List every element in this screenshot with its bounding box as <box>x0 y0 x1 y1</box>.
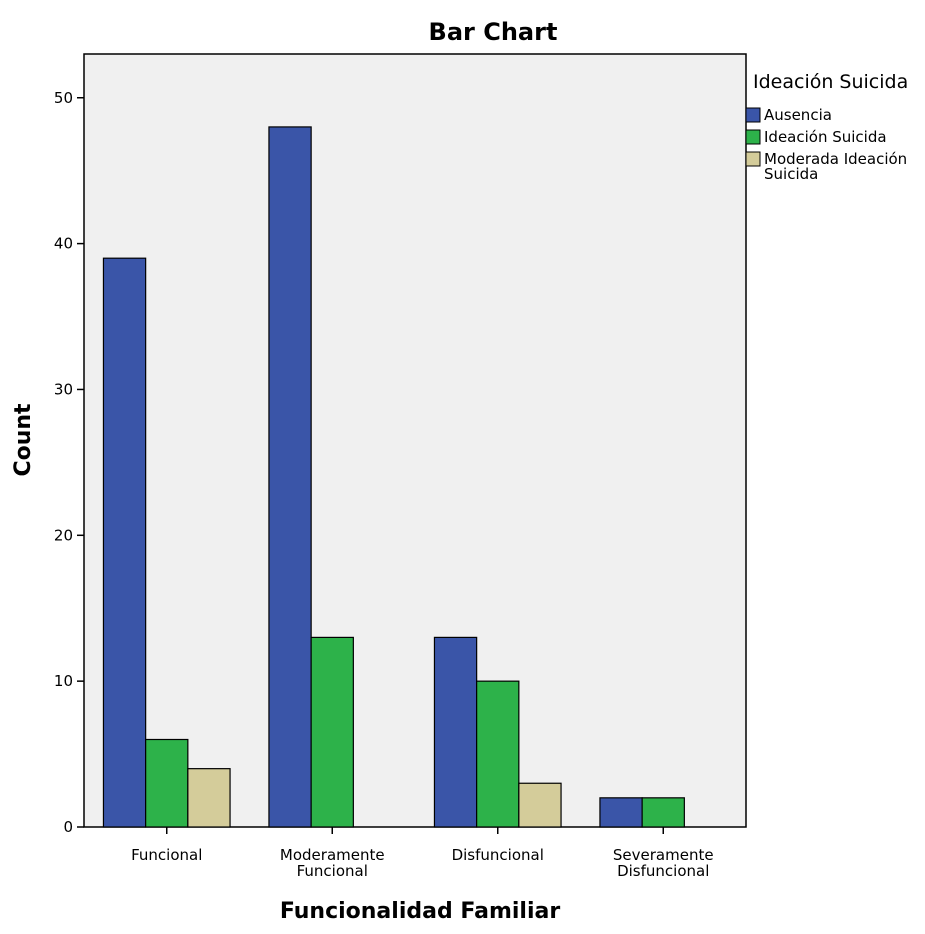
y-tick-label: 20 <box>54 526 73 544</box>
legend-label-line: Moderada Ideación <box>764 150 907 168</box>
y-tick-label: 0 <box>63 818 73 836</box>
x-tick-label: Severamente Disfuncional <box>613 846 714 880</box>
y-tick-label: 50 <box>54 89 73 107</box>
legend-label: Ausencia <box>764 106 832 124</box>
legend-label-line: Ideación Suicida <box>764 128 887 146</box>
legend-swatch <box>745 129 761 145</box>
x-axis: Funcional Moderamente FuncionalDisfunciona… <box>131 827 714 880</box>
bar <box>268 126 312 828</box>
y-tick-label: 10 <box>54 672 73 690</box>
x-tick-label-line: Severamente <box>613 846 714 864</box>
x-tick-label: Disfuncional <box>452 846 544 864</box>
legend-label-line: Ausencia <box>764 106 832 124</box>
legend-swatch <box>745 151 761 167</box>
bar <box>433 636 478 828</box>
x-tick-label-line: Funcional <box>297 862 368 880</box>
x-tick-label: Funcional <box>131 846 202 864</box>
x-tick-label: Moderamente Funcional <box>280 846 385 880</box>
bar <box>187 768 231 828</box>
y-axis-title: Count <box>11 403 36 477</box>
x-tick-label-line: Disfuncional <box>452 846 544 864</box>
chart-title: Bar Chart <box>429 18 558 46</box>
bar <box>145 738 189 828</box>
y-tick-label: 40 <box>54 235 73 253</box>
legend-items: Ausencia Ideación Suicida Moderada Ideació… <box>745 106 907 183</box>
bar <box>310 636 354 828</box>
legend-swatch <box>745 107 761 123</box>
bar <box>641 797 685 828</box>
y-axis: 0 10 20 30 40 50 <box>54 89 84 836</box>
legend-label: Ideación Suicida <box>764 128 887 146</box>
bar <box>102 257 147 828</box>
legend: Ideación Suicida Ausencia Ideación Suicid… <box>745 71 908 183</box>
bar <box>476 680 520 828</box>
y-tick-label: 30 <box>54 380 73 398</box>
x-axis-title: Funcionalidad Familiar <box>280 899 561 924</box>
x-tick-label-line: Disfuncional <box>617 862 709 880</box>
bar <box>518 782 562 828</box>
bar <box>599 797 643 828</box>
plot-area <box>83 53 747 828</box>
legend-label-line: Suicida <box>764 165 818 183</box>
x-tick-label-line: Funcional <box>131 846 202 864</box>
legend-title: Ideación Suicida <box>753 71 908 93</box>
bars-layer <box>102 126 685 828</box>
legend-label: Moderada Ideación Suicida <box>764 150 907 183</box>
x-tick-label-line: Moderamente <box>280 846 385 864</box>
